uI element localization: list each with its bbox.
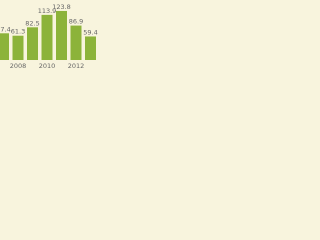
bar [0, 33, 9, 60]
bar [27, 27, 38, 61]
value-label: 67.4 [0, 25, 11, 33]
x-tick-label: 2008 [10, 62, 27, 70]
bar [41, 14, 53, 61]
x-tick-label: 2010 [39, 62, 56, 70]
value-label: 59.4 [83, 28, 97, 36]
bar [70, 25, 82, 60]
bar [56, 10, 67, 60]
value-label: 123.8 [52, 3, 71, 11]
bar [85, 36, 96, 60]
x-tick-label: 2012 [68, 62, 85, 70]
value-label: 82.5 [25, 19, 39, 27]
chart: 67.461.3 2008 82.5 113.9 2010 123.8 86.9 2012 59… [0, 0, 100, 100]
bar [12, 35, 24, 60]
page: 67.461.3 2008 82.5 113.9 2010 123.8 86.9 2012 59… [0, 0, 100, 100]
value-label: 86.9 [69, 18, 83, 26]
value-label: 61.3 [11, 28, 25, 36]
value-label: 113.9 [38, 7, 57, 15]
